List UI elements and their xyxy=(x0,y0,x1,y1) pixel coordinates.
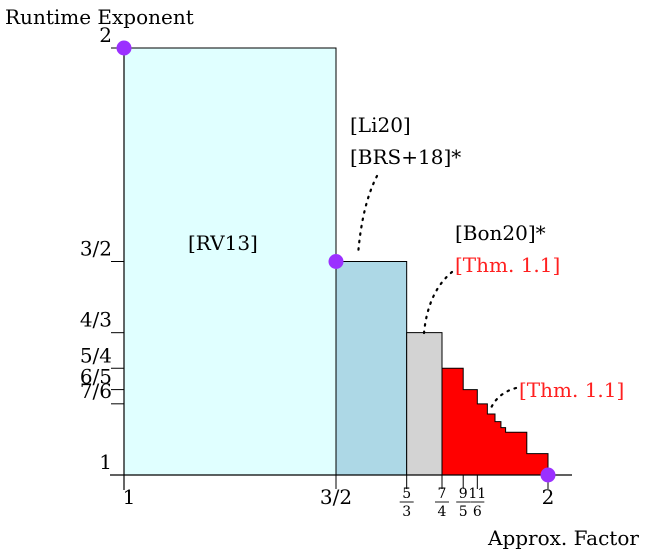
y-tick-label-4: 6/5 xyxy=(80,365,112,389)
region-1 xyxy=(335,261,408,476)
x-tick-denominator-4: 5 xyxy=(459,504,468,520)
data-point-2 xyxy=(540,467,556,483)
x-axis-label: Approx. Factor xyxy=(487,526,639,550)
x-tick-denominator-2: 3 xyxy=(402,504,411,520)
y-ticks: 2 3/2 4/3 5/46/57/6 1 xyxy=(80,23,124,476)
x-tick-numerator-4: 9 xyxy=(459,486,468,502)
y-axis-label: Runtime Exponent xyxy=(5,5,194,29)
x-tick-denominator-3: 4 xyxy=(438,504,447,520)
y-tick-label-1: 3/2 xyxy=(80,237,112,261)
data-point-1 xyxy=(328,254,344,269)
annotation-brs18: [BRS+18]* xyxy=(350,145,461,169)
region-2 xyxy=(406,332,443,476)
x-tick-numerator-3: 7 xyxy=(438,486,447,502)
y-tick-label-5: 7/6 xyxy=(80,379,112,403)
chart-points xyxy=(116,40,556,483)
y-tick-label-6: 1 xyxy=(99,450,112,474)
annotation-li20: [Li20] xyxy=(350,113,411,137)
region-0 xyxy=(123,47,337,476)
leader-thm-b xyxy=(489,386,518,410)
x-tick-denominator-5: 6 xyxy=(473,504,482,520)
region-3 xyxy=(441,367,549,476)
x-tick-label-1: 3/2 xyxy=(320,485,352,509)
leader-brs18 xyxy=(356,174,379,257)
y-tick-label-0: 2 xyxy=(99,23,112,47)
annotation-thm-a: [Thm. 1.1] xyxy=(455,253,560,277)
annotation-thm-b: [Thm. 1.1] xyxy=(519,378,624,402)
leader-bon20 xyxy=(422,270,454,335)
x-tick-numerator-2: 5 xyxy=(402,486,411,502)
x-tick-label-0: 1 xyxy=(123,485,136,509)
annotation-bon20: [Bon20]* xyxy=(455,221,546,245)
x-tick-label-6: 2 xyxy=(542,485,555,509)
x-tick-numerator-5: 11 xyxy=(468,486,486,502)
y-tick-label-3: 5/4 xyxy=(80,343,112,367)
data-point-0 xyxy=(116,40,132,56)
chart-regions xyxy=(123,47,549,476)
y-tick-label-2: 4/3 xyxy=(80,308,112,332)
rv13-label: [RV13] xyxy=(188,231,258,255)
